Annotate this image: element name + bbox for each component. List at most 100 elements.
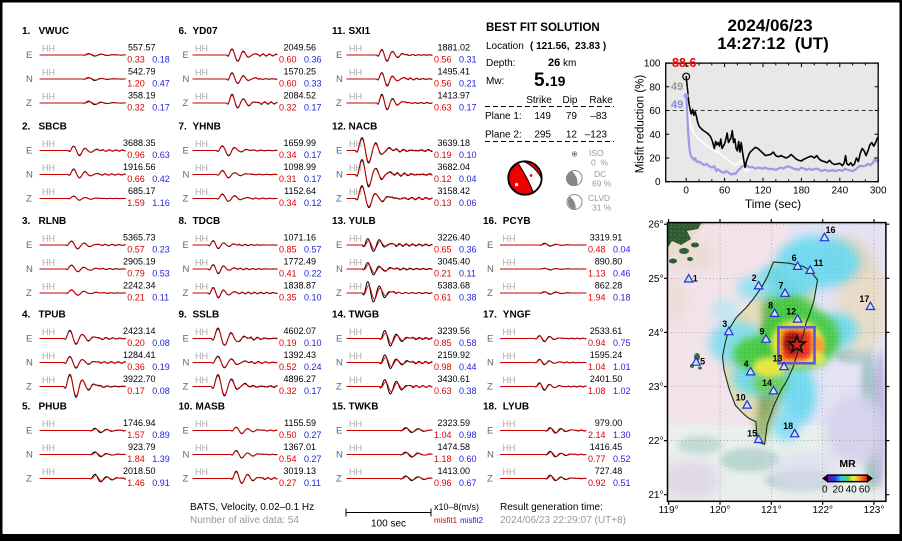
svg-text:0.17: 0.17 [152,102,170,112]
svg-text:HH: HH [42,187,55,197]
svg-text:0.08: 0.08 [152,338,170,348]
svg-text:6: 6 [792,253,797,263]
svg-text:300: 300 [870,186,887,197]
svg-text:0.98: 0.98 [459,430,477,440]
svg-text:3019.13: 3019.13 [283,466,316,476]
svg-text:0.19: 0.19 [279,338,297,348]
svg-text:5.: 5. [22,402,31,413]
svg-text:HH: HH [349,282,362,292]
svg-text:0.17: 0.17 [304,386,322,396]
svg-text:119°: 119° [659,505,679,516]
svg-text:1.04: 1.04 [588,362,606,372]
svg-text:1495.41: 1495.41 [437,67,470,77]
svg-text:2242.34: 2242.34 [123,281,156,291]
svg-text:HH: HH [349,443,362,453]
svg-text:1392.43: 1392.43 [283,350,316,360]
svg-text:PCYB: PCYB [503,216,531,227]
svg-text:E: E [183,426,189,437]
svg-text:HH: HH [349,419,362,429]
svg-text:1.84: 1.84 [127,454,145,464]
svg-text:0.53: 0.53 [152,268,170,278]
svg-text:Z: Z [336,474,342,485]
svg-text:N: N [336,264,343,275]
svg-text:24°: 24° [648,328,663,339]
svg-text:12: 12 [566,130,578,141]
svg-text:–123: –123 [585,130,608,141]
svg-text:1.02: 1.02 [613,386,631,396]
svg-text:0.60: 0.60 [279,78,297,88]
svg-text:1.04: 1.04 [434,430,452,440]
svg-text:1413.97: 1413.97 [437,91,470,101]
svg-text:557.57: 557.57 [128,43,156,53]
svg-text:1367.01: 1367.01 [283,442,316,452]
svg-text:Z: Z [183,288,189,299]
svg-text:120°: 120° [710,505,731,516]
svg-text:1.30: 1.30 [613,430,631,440]
svg-text:3319.91: 3319.91 [590,233,623,243]
svg-text:misfit2: misfit2 [460,516,484,525]
svg-text:0.33: 0.33 [304,78,322,88]
svg-text:HH: HH [195,419,208,429]
svg-text:10: 10 [736,392,746,402]
svg-text:1916.56: 1916.56 [123,162,156,172]
svg-text:0.17: 0.17 [304,150,322,160]
svg-text:0.38: 0.38 [459,292,477,302]
svg-text:2024/06/23: 2024/06/23 [727,16,812,35]
svg-text:0.24: 0.24 [304,362,322,372]
svg-text:6.: 6. [179,26,188,37]
svg-text:0.91: 0.91 [152,478,170,488]
svg-text:Number of alive data: 54: Number of alive data: 54 [190,515,299,526]
svg-text:240: 240 [831,186,848,197]
svg-text:685.17: 685.17 [128,186,156,196]
svg-text:1071.16: 1071.16 [283,233,316,243]
svg-text:5.19: 5.19 [534,70,566,91]
svg-text:Z: Z [183,98,189,109]
svg-text:MR: MR [839,458,856,470]
svg-text:40: 40 [649,130,661,141]
svg-text:3.: 3. [22,216,31,227]
svg-text:0.42: 0.42 [152,174,170,184]
svg-text:0.36: 0.36 [304,54,322,64]
svg-text:0.38: 0.38 [459,386,477,396]
svg-text:N: N [183,170,190,181]
svg-text:2323.59: 2323.59 [437,418,470,428]
svg-text:0.21: 0.21 [459,78,477,88]
svg-text:E: E [183,334,189,345]
svg-text:295: 295 [534,130,551,141]
svg-text:HH: HH [42,351,55,361]
svg-text:121°: 121° [761,505,782,516]
svg-text:HH: HH [42,92,55,102]
svg-text:69 %: 69 % [592,179,612,189]
svg-text:0.47: 0.47 [152,78,170,88]
svg-text:0.32: 0.32 [127,102,145,112]
svg-text:23°: 23° [648,382,663,393]
svg-text:YULB: YULB [349,216,376,227]
svg-text:22°: 22° [648,436,663,447]
svg-text:SSLB: SSLB [193,310,220,321]
svg-text:0.35: 0.35 [279,292,297,302]
svg-text:0.96: 0.96 [127,150,145,160]
svg-text:YD07: YD07 [193,26,218,37]
svg-text:0.63: 0.63 [434,102,452,112]
svg-text:7: 7 [778,281,783,291]
svg-text:0.19: 0.19 [152,362,170,372]
svg-text:km: km [563,58,576,69]
svg-text:0.19: 0.19 [434,150,452,160]
svg-text:0.67: 0.67 [459,478,477,488]
svg-text:HH: HH [42,375,55,385]
svg-text:HH: HH [42,419,55,429]
svg-text:E: E [487,426,493,437]
svg-text:HH: HH [195,443,208,453]
svg-text:79: 79 [566,111,578,122]
svg-text:HH: HH [42,163,55,173]
svg-text:3: 3 [722,319,727,329]
svg-text:1413.00: 1413.00 [437,466,470,476]
svg-text:10.: 10. [179,402,193,413]
svg-text:0.85: 0.85 [434,338,452,348]
svg-text:4: 4 [744,359,749,369]
svg-text:0.20: 0.20 [127,338,145,348]
svg-text:14:27:12 (UT): 14:27:12 (UT) [717,34,828,53]
svg-text:1.39: 1.39 [152,454,170,464]
svg-text:0.89: 0.89 [152,430,170,440]
svg-text:N: N [336,74,343,85]
